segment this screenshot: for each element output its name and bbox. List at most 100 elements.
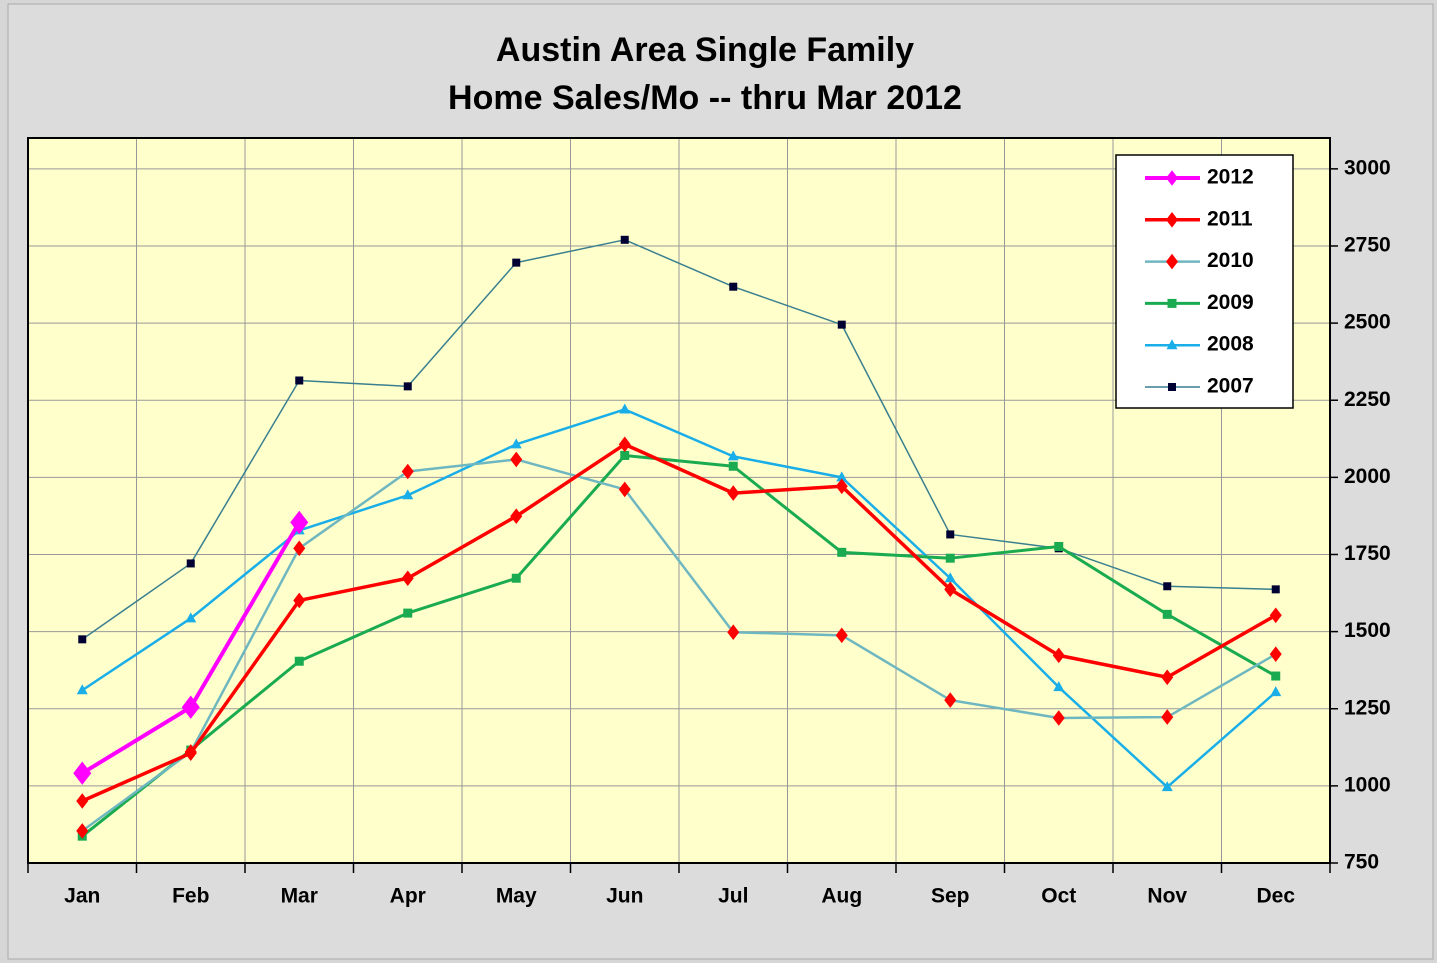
legend-box bbox=[1115, 154, 1294, 409]
series-line bbox=[81, 239, 1276, 640]
marker bbox=[185, 612, 197, 623]
legend-label: 2011 bbox=[1207, 207, 1253, 230]
y-tick-label: 1250 bbox=[1344, 696, 1391, 719]
marker bbox=[1166, 170, 1178, 186]
marker bbox=[1052, 647, 1065, 664]
marker bbox=[510, 508, 523, 525]
marker bbox=[837, 320, 846, 329]
y-tick-label: 2000 bbox=[1344, 465, 1391, 488]
marker bbox=[1166, 212, 1178, 228]
x-tick-label: Jan bbox=[64, 885, 100, 908]
marker bbox=[1052, 710, 1065, 726]
marker bbox=[1161, 781, 1173, 792]
chart-title: Austin Area Single Family bbox=[496, 31, 914, 69]
marker bbox=[1161, 709, 1174, 725]
marker bbox=[1053, 681, 1065, 692]
marker bbox=[78, 635, 87, 644]
y-tick-label: 3000 bbox=[1344, 156, 1391, 179]
marker bbox=[1269, 607, 1282, 624]
marker bbox=[1270, 686, 1282, 697]
marker bbox=[1163, 582, 1172, 591]
marker bbox=[73, 761, 92, 785]
marker bbox=[727, 450, 739, 461]
y-tick-label: 2750 bbox=[1344, 234, 1391, 257]
marker bbox=[76, 684, 88, 695]
x-tick-label: Feb bbox=[172, 885, 209, 908]
y-tick-label: 1000 bbox=[1344, 773, 1391, 796]
marker bbox=[620, 450, 630, 460]
x-tick-label: Nov bbox=[1147, 885, 1187, 908]
x-tick-label: Oct bbox=[1041, 885, 1076, 908]
marker bbox=[1269, 646, 1282, 662]
marker bbox=[294, 656, 304, 666]
marker bbox=[293, 592, 306, 609]
marker bbox=[1271, 585, 1280, 594]
x-tick-label: Apr bbox=[390, 885, 426, 908]
marker bbox=[510, 438, 522, 449]
marker bbox=[619, 403, 631, 414]
marker bbox=[403, 382, 412, 391]
marker bbox=[835, 478, 848, 495]
marker bbox=[728, 461, 738, 471]
marker bbox=[290, 510, 309, 535]
legend-label: 2008 bbox=[1207, 333, 1254, 356]
marker bbox=[1161, 669, 1174, 686]
y-tick-label: 2250 bbox=[1344, 388, 1391, 411]
marker bbox=[1166, 339, 1178, 350]
marker bbox=[837, 547, 847, 557]
marker bbox=[401, 463, 414, 480]
marker bbox=[1054, 541, 1064, 551]
marker bbox=[184, 745, 197, 761]
x-tick-label: May bbox=[496, 885, 537, 908]
series-line bbox=[81, 408, 1277, 789]
marker bbox=[1271, 671, 1281, 681]
marker bbox=[1167, 298, 1177, 308]
marker bbox=[401, 570, 414, 587]
marker bbox=[1166, 253, 1178, 270]
marker bbox=[729, 282, 738, 291]
marker bbox=[836, 471, 848, 482]
marker bbox=[403, 608, 413, 618]
marker bbox=[620, 235, 629, 244]
series-line bbox=[81, 453, 1277, 838]
legend: 2012 2011 2010 2009 2008 2007 bbox=[1115, 154, 1294, 409]
marker bbox=[510, 451, 523, 468]
marker bbox=[1168, 383, 1176, 391]
marker bbox=[944, 692, 957, 708]
y-tick-label: 750 bbox=[1344, 851, 1379, 874]
marker bbox=[293, 540, 306, 557]
marker bbox=[511, 573, 521, 583]
x-tick-label: Sep bbox=[931, 885, 970, 908]
series-line bbox=[81, 442, 1277, 803]
marker bbox=[618, 481, 631, 498]
marker bbox=[618, 436, 631, 453]
y-tick-label: 2500 bbox=[1344, 311, 1391, 334]
x-tick-label: Aug bbox=[821, 885, 862, 908]
marker bbox=[835, 627, 848, 644]
marker bbox=[76, 823, 89, 839]
legend-label: 2012 bbox=[1207, 166, 1254, 189]
y-tick-label: 1750 bbox=[1344, 542, 1391, 565]
x-tick-label: Mar bbox=[281, 885, 318, 908]
marker bbox=[727, 485, 740, 501]
legend-label: 2009 bbox=[1207, 291, 1254, 314]
series-line bbox=[81, 458, 1277, 832]
marker bbox=[1162, 609, 1172, 619]
y-tick-label: 1500 bbox=[1344, 619, 1391, 642]
chart-subtitle: Home Sales/Mo -- thru Mar 2012 bbox=[448, 79, 962, 117]
legend-label: 2007 bbox=[1207, 375, 1254, 398]
x-tick-label: Jul bbox=[718, 885, 748, 908]
marker bbox=[946, 530, 955, 539]
x-tick-label: Dec bbox=[1256, 885, 1295, 908]
marker bbox=[944, 572, 956, 583]
marker bbox=[76, 793, 89, 809]
legend-label: 2010 bbox=[1207, 249, 1254, 272]
marker bbox=[402, 489, 414, 500]
marker bbox=[944, 581, 957, 598]
marker bbox=[181, 695, 200, 719]
marker bbox=[512, 258, 521, 267]
marker bbox=[295, 376, 304, 385]
marker bbox=[727, 624, 740, 641]
marker bbox=[186, 559, 195, 568]
